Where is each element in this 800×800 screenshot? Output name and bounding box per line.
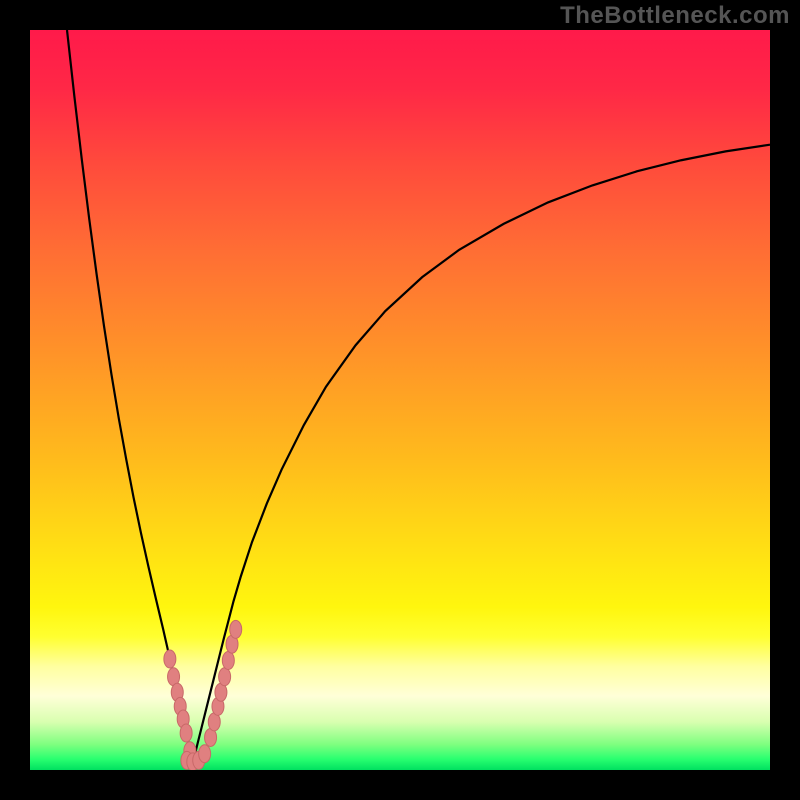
chart-outer-frame: TheBottleneck.com <box>0 0 800 800</box>
chart-background-gradient <box>30 30 770 770</box>
data-point-marker <box>222 651 234 669</box>
plot-area <box>30 30 770 770</box>
data-point-marker <box>164 650 176 668</box>
data-point-marker <box>199 745 211 763</box>
bottleneck-chart-svg <box>30 30 770 770</box>
watermark-text: TheBottleneck.com <box>560 2 790 30</box>
data-point-marker <box>219 668 231 686</box>
data-point-marker <box>230 620 242 638</box>
data-point-marker <box>180 724 192 742</box>
